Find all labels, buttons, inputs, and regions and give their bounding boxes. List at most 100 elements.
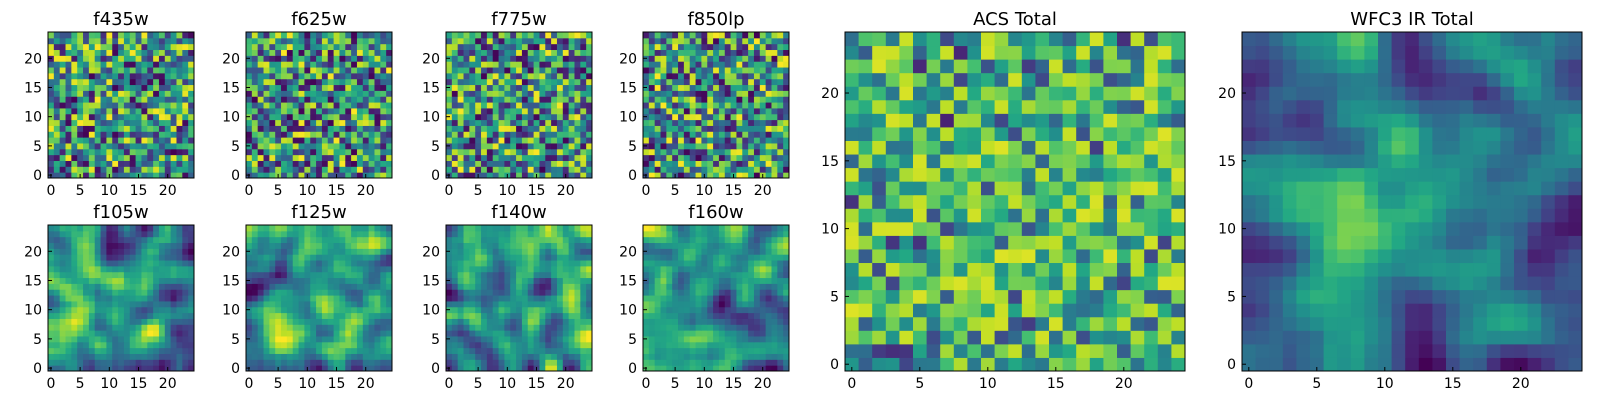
heatmap-cell [695,55,702,62]
heatmap-cell [713,295,720,302]
heatmap-cell [753,318,761,325]
heatmap-cell [53,283,61,290]
heatmap-cell [176,160,183,167]
heatmap-cell [351,32,358,39]
heatmap-cell [551,131,558,138]
heatmap-cell [292,230,300,238]
heatmap-cell [321,96,329,103]
heatmap-cell [83,55,90,62]
heatmap-cell [112,242,119,249]
heatmap-cell [310,341,317,349]
heatmap-cell [83,359,90,366]
heatmap-cell [141,312,148,319]
heatmap-cell [333,341,340,349]
heatmap-cell [100,230,107,238]
heatmap-cell [356,148,364,156]
heatmap-cell [678,107,685,115]
heatmap-cell [59,137,67,144]
heatmap-cell [48,102,55,109]
heatmap-cell [660,318,667,325]
heatmap-cell [783,78,790,86]
heatmap-cell [356,330,364,337]
heatmap-cell [112,306,119,314]
heatmap-cell [129,32,137,39]
heatmap-cell [147,72,154,80]
heatmap-cell [257,43,265,51]
heatmap-cell [730,318,737,325]
heatmap-cell [263,96,270,103]
heatmap-cell [112,289,119,296]
heatmap-cell [77,32,84,39]
heatmap-cell [112,84,119,91]
heatmap-cell [118,67,125,74]
heatmap-cell [481,318,488,325]
heatmap-cell [689,359,697,366]
heatmap-cell [374,365,381,372]
heatmap-cell [374,107,381,115]
heatmap-cell [269,330,276,337]
heatmap-cell [257,306,265,314]
heatmap-cell [504,43,511,51]
heatmap-cell [362,131,370,138]
heatmap-cell [368,113,375,121]
heatmap-cell [748,295,755,302]
heatmap-cell [112,43,119,51]
heatmap-cell [339,324,346,331]
heatmap-cell [660,37,667,45]
heatmap-cell [469,225,476,232]
heatmap-cell [648,335,656,343]
heatmap-cell [545,96,552,103]
heatmap-cell [574,43,581,51]
heatmap-cell [580,265,587,273]
heatmap-cell [88,248,96,255]
heatmap-cell [182,96,189,103]
heatmap-cell [88,295,96,302]
heatmap-cell [777,160,784,167]
heatmap-cell [521,78,529,86]
heatmap-cell [298,335,305,343]
heatmap-cell [683,318,691,325]
heatmap-cell [498,318,505,325]
heatmap-cell [486,32,494,39]
heatmap-cell [672,113,679,121]
heatmap-cell [533,102,540,109]
heatmap-cell [643,37,650,45]
heatmap-cell [269,172,276,179]
heatmap-cell [510,248,517,255]
heatmap-cell [660,359,667,366]
heatmap-cell [481,67,488,74]
heatmap-cell [147,96,154,103]
heatmap-cell [672,166,679,173]
heatmap-cell [182,72,189,80]
heatmap-cell [586,90,593,97]
heatmap-cell [310,96,317,103]
heatmap-cell [481,37,488,45]
heatmap-cell [498,142,505,150]
heatmap-cell [689,365,697,372]
heatmap-cell [263,271,270,279]
heatmap-cell [170,131,177,138]
heatmap-cell [771,318,778,325]
heatmap-cell [748,160,755,167]
heatmap-cell [88,236,96,244]
heatmap-cell [77,260,84,267]
heatmap-cell [327,55,335,62]
heatmap-cell [356,32,364,39]
heatmap-cell [327,90,335,97]
heatmap-cell [153,265,160,273]
heatmap-cell [112,78,119,86]
heatmap-cell [286,359,294,366]
heatmap-cell [286,260,294,267]
heatmap-cell [123,154,131,161]
heatmap-cell [65,359,72,366]
heatmap-cell [77,160,84,167]
heatmap-cell [562,335,570,343]
heatmap-cell [327,172,335,179]
heatmap-cell [457,277,465,284]
heatmap-cell [492,225,500,232]
heatmap-cell [316,102,323,109]
heatmap-cell [286,230,294,238]
heatmap-cell [176,283,183,290]
heatmap-cell [263,330,270,337]
heatmap-cell [118,37,125,45]
